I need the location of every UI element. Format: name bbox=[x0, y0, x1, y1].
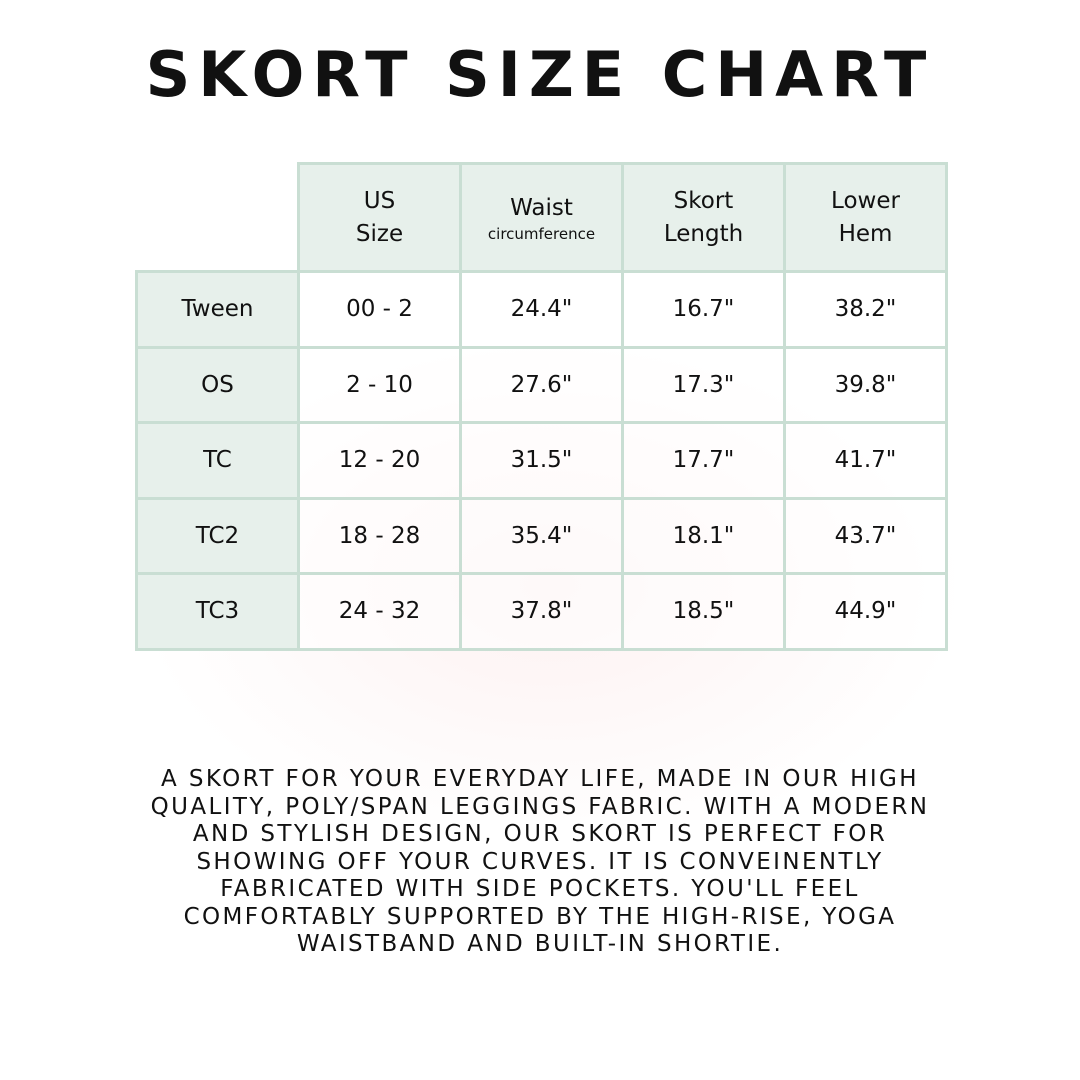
cell-value: 43.7" bbox=[834, 522, 897, 549]
cell-value: 24 - 32 bbox=[338, 598, 421, 625]
row-label: TC2 bbox=[195, 522, 240, 549]
column-header: Lower Hem bbox=[783, 162, 948, 273]
cell-value: 18.1" bbox=[672, 522, 735, 549]
table-cell: 43.7" bbox=[783, 496, 948, 575]
cell-value: 18.5" bbox=[672, 598, 735, 625]
cell-value: 44.9" bbox=[834, 598, 897, 625]
table-cell: 24.4" bbox=[459, 270, 624, 349]
header-subtext: circumference bbox=[487, 224, 596, 243]
cell-value: 27.6" bbox=[510, 371, 573, 398]
cell-value: 38.2" bbox=[834, 296, 897, 323]
cell-value: 2 - 10 bbox=[346, 371, 413, 398]
row-label: TC bbox=[203, 447, 232, 474]
row-header: Tween bbox=[135, 270, 300, 349]
header-line: Lower bbox=[831, 188, 900, 215]
column-header: Skort Length bbox=[621, 162, 786, 273]
description-line: A SKORT FOR YOUR EVERYDAY LIFE, MADE IN … bbox=[161, 766, 919, 792]
table-cell: 18.1" bbox=[621, 496, 786, 575]
row-label: OS bbox=[201, 371, 234, 398]
header-line: Waist bbox=[510, 195, 573, 222]
table-cell: 17.7" bbox=[621, 421, 786, 500]
description-line: QUALITY, POLY/SPAN LEGGINGS FABRIC. WITH… bbox=[150, 793, 930, 820]
table-cell: 38.2" bbox=[783, 270, 948, 349]
header-line: Hem bbox=[838, 220, 893, 247]
description-line: AND STYLISH DESIGN, OUR SKORT IS PERFECT… bbox=[192, 821, 888, 847]
row-header: TC2 bbox=[135, 496, 300, 575]
description-line: COMFORTABLY SUPPORTED BY THE HIGH-RISE, … bbox=[183, 903, 897, 930]
cell-value: 00 - 2 bbox=[346, 296, 413, 323]
row-label: Tween bbox=[181, 296, 254, 323]
table-cell: 24 - 32 bbox=[297, 572, 462, 651]
cell-value: 37.8" bbox=[510, 598, 573, 625]
table-cell: 12 - 20 bbox=[297, 421, 462, 500]
description-line: FABRICATED WITH SIDE POCKETS. YOU'LL FEE… bbox=[220, 876, 860, 902]
column-header: Waist circumference bbox=[459, 162, 624, 273]
cell-value: 35.4" bbox=[510, 522, 573, 549]
row-header: OS bbox=[135, 345, 300, 424]
table-cell: 00 - 2 bbox=[297, 270, 462, 349]
cell-value: 17.7" bbox=[672, 447, 735, 474]
table-cell: 18.5" bbox=[621, 572, 786, 651]
row-header: TC3 bbox=[135, 572, 300, 651]
cell-value: 17.3" bbox=[672, 371, 735, 398]
table-cell: 37.8" bbox=[459, 572, 624, 651]
page-title: SKORT SIZE CHART bbox=[145, 38, 935, 111]
table-cell: 27.6" bbox=[459, 345, 624, 424]
row-header: TC bbox=[135, 421, 300, 500]
row-label: TC3 bbox=[195, 598, 240, 625]
table-cell: 41.7" bbox=[783, 421, 948, 500]
table-cell: 31.5" bbox=[459, 421, 624, 500]
cell-value: 18 - 28 bbox=[338, 522, 421, 549]
cell-value: 24.4" bbox=[510, 296, 573, 323]
table-cell: 2 - 10 bbox=[297, 345, 462, 424]
cell-value: 31.5" bbox=[510, 447, 573, 474]
header-line: Skort bbox=[673, 188, 734, 215]
header-line: Length bbox=[663, 220, 744, 247]
table-cell: 44.9" bbox=[783, 572, 948, 651]
header-line: US bbox=[363, 188, 396, 215]
description-line: SHOWING OFF YOUR CURVES. IT IS CONVEINEN… bbox=[196, 848, 884, 875]
table-cell: 16.7" bbox=[621, 270, 786, 349]
cell-value: 16.7" bbox=[672, 296, 735, 323]
cell-value: 12 - 20 bbox=[338, 447, 421, 474]
column-header: US Size bbox=[297, 162, 462, 273]
product-description: A SKORT FOR YOUR EVERYDAY LIFE, MADE IN … bbox=[0, 766, 1080, 959]
table-cell: 17.3" bbox=[621, 345, 786, 424]
table-cell: 18 - 28 bbox=[297, 496, 462, 575]
cell-value: 39.8" bbox=[834, 371, 897, 398]
table-cell: 35.4" bbox=[459, 496, 624, 575]
header-line: Size bbox=[355, 220, 404, 247]
description-line: WAISTBAND AND BUILT-IN SHORTIE. bbox=[296, 931, 784, 957]
cell-value: 41.7" bbox=[834, 447, 897, 474]
table-cell: 39.8" bbox=[783, 345, 948, 424]
